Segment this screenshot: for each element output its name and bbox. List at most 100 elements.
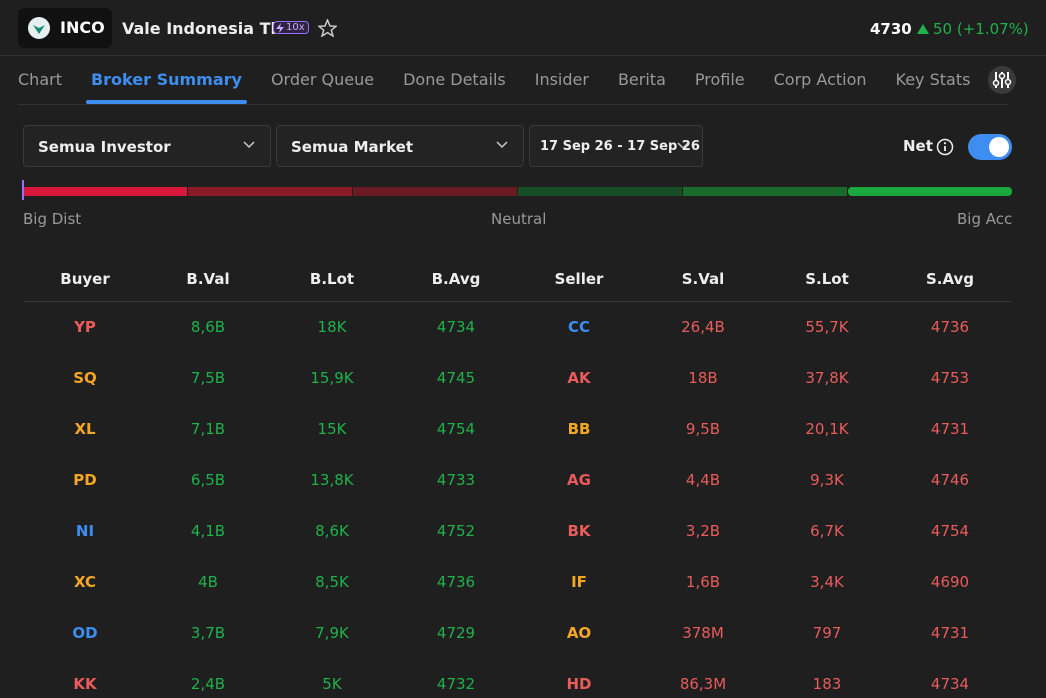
company-name: Vale Indonesia Tbk. bbox=[122, 19, 299, 38]
cell: 6,5B bbox=[190, 471, 226, 489]
cell: 4731 bbox=[930, 624, 970, 642]
cell: 4754 bbox=[436, 420, 476, 438]
cell: 4736 bbox=[436, 573, 476, 591]
cell: 4745 bbox=[436, 369, 476, 387]
cell: 4,1B bbox=[190, 522, 226, 540]
chevron bbox=[496, 141, 508, 149]
buyer-code: YP bbox=[74, 318, 96, 336]
seller-code: BB bbox=[567, 420, 591, 438]
tab[interactable]: Chart bbox=[18, 70, 62, 89]
cell: 1,6B bbox=[685, 573, 721, 591]
cell: 86,3M bbox=[679, 675, 727, 693]
column-header: S.Val bbox=[681, 270, 725, 288]
scale-left: Big Dist bbox=[23, 210, 82, 228]
cell: 8,6K bbox=[315, 522, 349, 540]
seller-code: IF bbox=[571, 573, 587, 591]
seller-code: HD bbox=[566, 675, 592, 693]
cell: 7,9K bbox=[315, 624, 349, 642]
buyer-code: SQ bbox=[73, 369, 97, 387]
date-select[interactable]: 17 Sep 26 - 17 Sep 26 bbox=[529, 125, 703, 167]
column-header: Buyer bbox=[60, 270, 110, 288]
bolt-icon bbox=[276, 23, 284, 33]
date-label: 17 Sep 26 - 17 Sep 26 bbox=[540, 139, 700, 154]
tab[interactable]: Corp Action bbox=[773, 70, 867, 89]
cell: 7,1B bbox=[190, 420, 226, 438]
cell: 15K bbox=[317, 420, 347, 438]
market-select[interactable]: Semua Market bbox=[276, 125, 524, 167]
cell: 3,4K bbox=[810, 573, 844, 591]
cell: 4734 bbox=[436, 318, 476, 336]
cell: 4731 bbox=[930, 420, 970, 438]
column-header: Seller bbox=[554, 270, 604, 288]
cell: 8,5K bbox=[315, 573, 349, 591]
logo-icon bbox=[28, 17, 50, 39]
cell: 4746 bbox=[930, 471, 970, 489]
cell: 4734 bbox=[930, 675, 970, 693]
buyer-code: OD bbox=[72, 624, 98, 642]
cell: 18B bbox=[688, 369, 718, 387]
cell: 4733 bbox=[436, 471, 476, 489]
cell: 183 bbox=[812, 675, 842, 693]
price-change: 50 (+1.07%) bbox=[933, 20, 1029, 38]
cell: 18K bbox=[317, 318, 347, 336]
price: 4730 bbox=[870, 20, 912, 38]
cell: 20,1K bbox=[805, 420, 849, 438]
column-header: B.Val bbox=[186, 270, 230, 288]
cell: 37,8K bbox=[805, 369, 849, 387]
cell: 3,7B bbox=[190, 624, 226, 642]
seller-code: AO bbox=[566, 624, 592, 642]
cell: 4,4B bbox=[685, 471, 721, 489]
table-divider bbox=[23, 301, 1012, 302]
investor-label: Semua Investor bbox=[38, 138, 171, 156]
net-label: Net bbox=[903, 137, 933, 155]
tab[interactable]: Order Queue bbox=[270, 70, 375, 89]
cell: 55,7K bbox=[805, 318, 849, 336]
star-button[interactable] bbox=[318, 19, 337, 37]
seller-code: CC bbox=[567, 318, 591, 336]
cell: 15,9K bbox=[310, 369, 354, 387]
buyer-code: XL bbox=[74, 420, 96, 438]
chevron bbox=[243, 141, 255, 149]
distribution-bar bbox=[22, 180, 1012, 200]
cell: 13,8K bbox=[310, 471, 354, 489]
cell: 4729 bbox=[436, 624, 476, 642]
chevron bbox=[677, 142, 689, 150]
cell: 2,4B bbox=[190, 675, 226, 693]
cell: 378M bbox=[682, 624, 724, 642]
cell: 4690 bbox=[930, 573, 970, 591]
cell: 4736 bbox=[930, 318, 970, 336]
tab[interactable]: Key Stats bbox=[895, 70, 971, 89]
cell: 4732 bbox=[436, 675, 476, 693]
cell: 797 bbox=[812, 624, 842, 642]
cell: 5K bbox=[322, 675, 342, 693]
column-header: S.Lot bbox=[805, 270, 849, 288]
investor-select[interactable]: Semua Investor bbox=[23, 125, 271, 167]
cell: 8,6B bbox=[190, 318, 226, 336]
cell: 4753 bbox=[930, 369, 970, 387]
cell: 4754 bbox=[930, 522, 970, 540]
tab[interactable]: Berita bbox=[617, 70, 666, 89]
column-header: B.Lot bbox=[309, 270, 355, 288]
scale-mid: Neutral bbox=[491, 210, 547, 228]
cell: 9,3K bbox=[810, 471, 844, 489]
seller-code: BK bbox=[567, 522, 591, 540]
ticker: INCO bbox=[60, 18, 105, 37]
market-label: Semua Market bbox=[291, 138, 413, 156]
seller-code: AK bbox=[567, 369, 591, 387]
buyer-code: NI bbox=[75, 522, 95, 540]
cell: 26,4B bbox=[681, 318, 725, 336]
tab[interactable]: Broker Summary bbox=[85, 56, 247, 104]
ticker-logo: INCO bbox=[18, 8, 112, 48]
tab[interactable]: Profile bbox=[694, 70, 745, 89]
settings-button[interactable] bbox=[988, 66, 1016, 94]
tab[interactable]: Insider bbox=[534, 70, 589, 89]
info-icon[interactable] bbox=[936, 138, 954, 156]
cell: 3,2B bbox=[685, 522, 721, 540]
column-header: S.Avg bbox=[925, 270, 975, 288]
cell: 4B bbox=[198, 573, 218, 591]
header bbox=[0, 0, 1046, 56]
cell: 4752 bbox=[436, 522, 476, 540]
tab[interactable]: Done Details bbox=[403, 70, 506, 89]
net-toggle[interactable] bbox=[968, 134, 1012, 160]
